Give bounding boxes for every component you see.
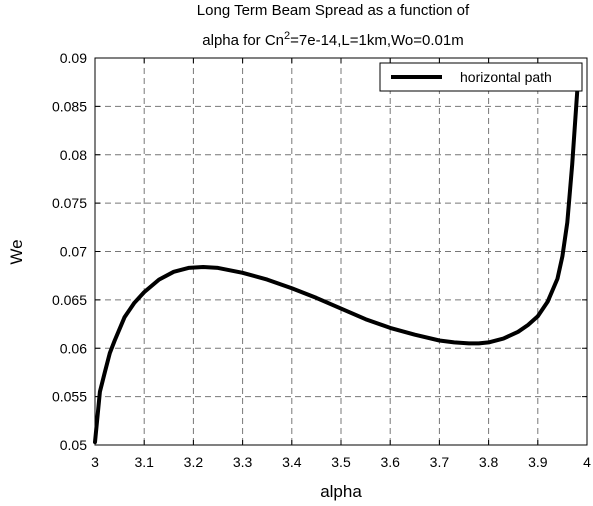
y-tick-label: 0.06: [60, 340, 87, 356]
x-tick-label: 3.3: [233, 454, 253, 470]
chart-title-line1: Long Term Beam Spread as a function of: [197, 2, 470, 19]
y-tick-labels: 0.05 0.055 0.06 0.065 0.07 0.075 0.08 0.085 0.09: [52, 50, 87, 453]
x-tick-label: 3.1: [134, 454, 154, 470]
y-tick-label: 0.05: [60, 437, 87, 453]
y-tick-label: 0.07: [60, 244, 87, 260]
x-tick-label: 3.2: [184, 454, 204, 470]
x-tick-label: 3.5: [331, 454, 351, 470]
x-tick-label: 3.4: [282, 454, 302, 470]
x-tick-label: 3.8: [479, 454, 499, 470]
x-tick-label: 3.7: [430, 454, 450, 470]
y-tick-label: 0.055: [52, 389, 87, 405]
x-tick-label: 3.6: [380, 454, 400, 470]
y-axis-label: We: [7, 239, 26, 264]
series-line-horizontal-path: [93, 89, 580, 445]
series-group: [93, 89, 580, 445]
x-tick-label: 3.9: [528, 454, 548, 470]
plot-frame: [94, 57, 588, 446]
tick-marks: [94, 57, 588, 446]
y-tick-label: 0.065: [52, 292, 87, 308]
x-tick-label: 3: [91, 454, 99, 470]
title-superscript: 2: [284, 30, 290, 42]
y-tick-label: 0.075: [52, 195, 87, 211]
legend: horizontal path: [379, 62, 583, 92]
x-axis-label: alpha: [320, 482, 362, 501]
y-tick-label: 0.085: [52, 98, 87, 114]
y-tick-label: 0.08: [60, 147, 87, 163]
legend-label-horizontal-path: horizontal path: [460, 69, 552, 85]
chart-title-line2: alpha for Cn2=7e-14,L=1km,Wo=0.01m: [202, 30, 463, 49]
grid-lines: [95, 58, 587, 445]
legend-box: [379, 62, 583, 92]
x-tick-label: 4: [583, 454, 591, 470]
y-tick-label: 0.09: [60, 50, 87, 66]
x-tick-labels: 3 3.1 3.2 3.3 3.4 3.5 3.6 3.7 3.8 3.9 4: [91, 454, 591, 470]
